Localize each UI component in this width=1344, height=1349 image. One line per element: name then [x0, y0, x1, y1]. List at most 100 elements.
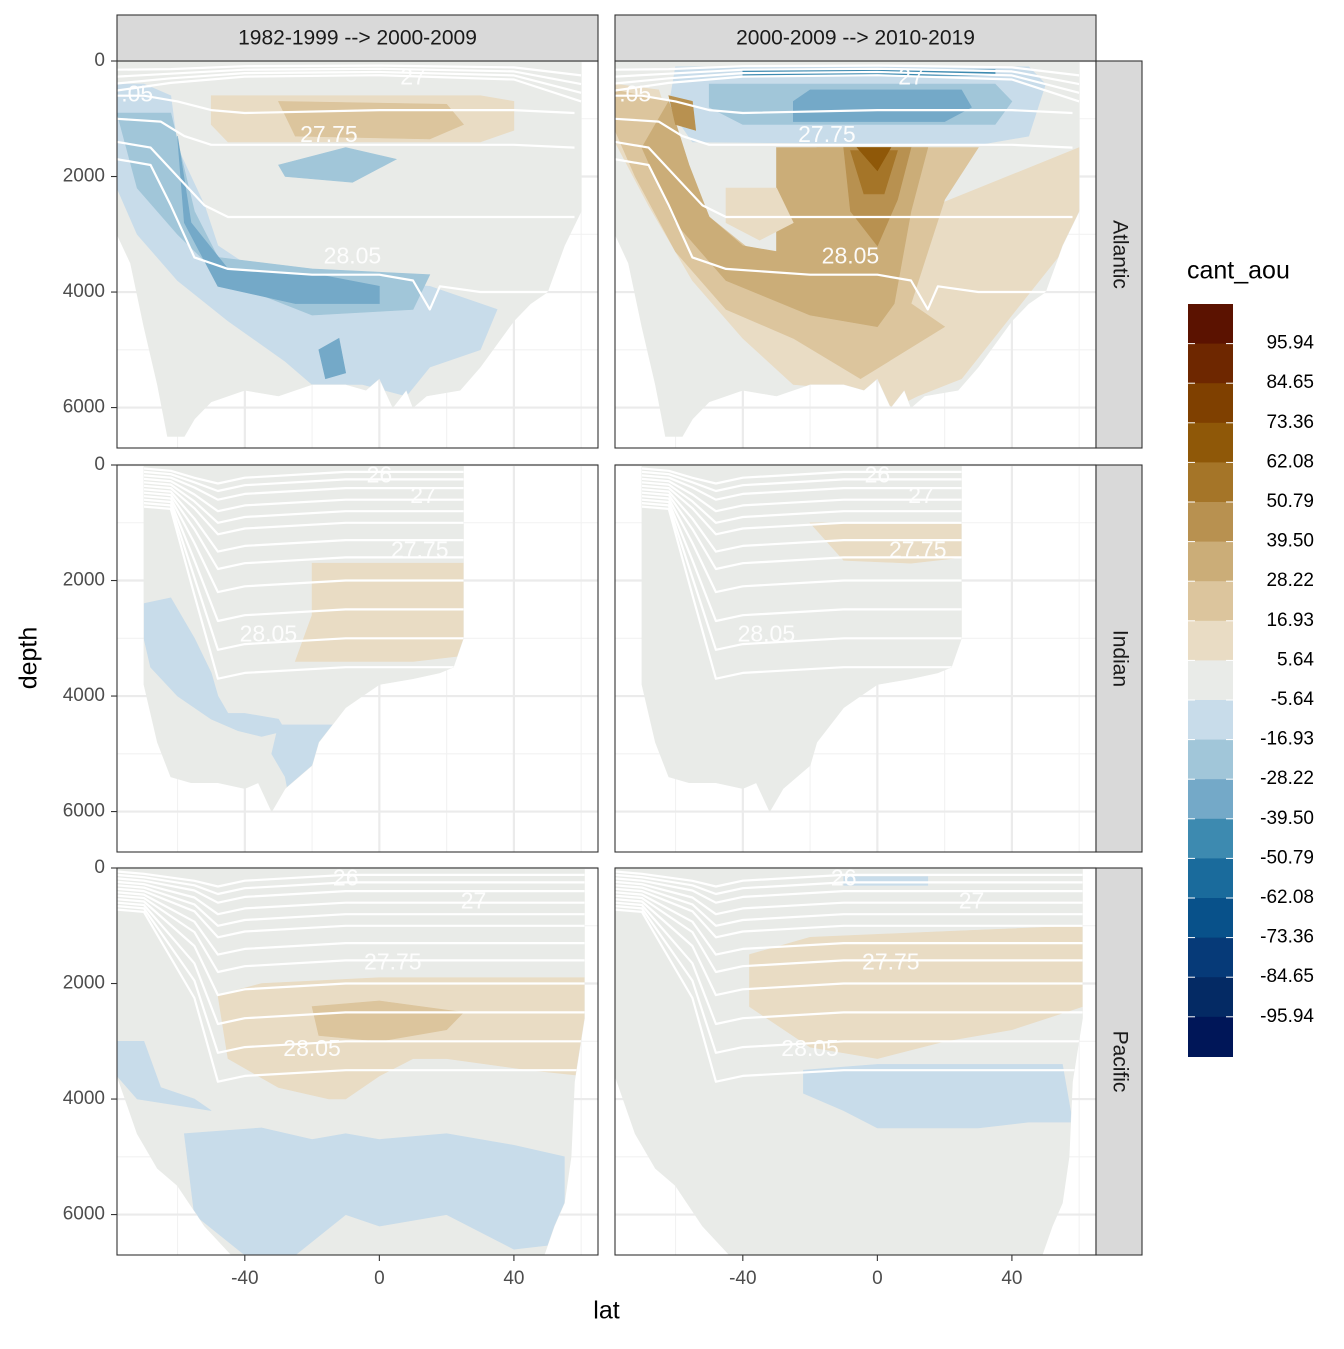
legend-swatch — [1188, 502, 1233, 543]
legend-swatch — [1188, 739, 1233, 780]
isopycnal-line — [117, 894, 585, 974]
isopycnal-line — [117, 117, 575, 149]
legend-swatch — [1188, 937, 1233, 978]
isopycnal-line — [615, 908, 1083, 1083]
strip-box — [116, 14, 599, 62]
panel-data: 26 27 27.75 28.05 — [117, 868, 585, 1255]
isopycnal-line — [143, 505, 464, 680]
col-strip-label: 2000-2009 --> 2010-2019 — [736, 27, 975, 50]
isopycnal-label: 28.05 — [240, 620, 298, 646]
x-tick-label: -40 — [231, 1268, 258, 1289]
legend-break-label: -62.08 — [1260, 887, 1314, 908]
isopycnal-line — [641, 470, 962, 493]
isopycnal-line — [117, 140, 575, 219]
y-tick-label: 6000 — [63, 801, 105, 822]
panel-atlantic-2: 27 27.75 28.05 .05 — [614, 59, 1097, 449]
legend-swatch — [1188, 422, 1233, 463]
isopycnal-line — [615, 870, 1083, 888]
isopycnal-line — [117, 94, 575, 115]
legend-swatch — [1188, 898, 1233, 939]
isopycnal-line — [143, 495, 464, 594]
isopycnal-line — [615, 70, 1080, 94]
y-tick-label: 0 — [94, 50, 105, 71]
legend-break-label: -95.94 — [1260, 1006, 1314, 1027]
strip-box — [614, 14, 1097, 62]
col-strip-label: 1982-1999 --> 2000-2009 — [238, 27, 477, 50]
isopycnal-label: 28.05 — [822, 242, 880, 268]
isopycnal-line — [117, 74, 582, 103]
isopycnal-line — [117, 880, 585, 916]
isopycnal-line — [615, 158, 1080, 311]
anomaly-region — [117, 1041, 212, 1111]
isopycnal-line — [641, 491, 962, 571]
isopycnal-label: 27 — [410, 482, 436, 508]
anomaly-layer — [615, 64, 1080, 408]
isopycnal-line — [615, 64, 1080, 77]
row-strip-label: Atlantic — [1108, 220, 1131, 289]
isopycnal-line — [615, 94, 1073, 115]
isopycnal-line — [117, 884, 585, 927]
panel-indian-1: 26 27 27.75 28.05 — [116, 463, 599, 853]
isopycnal-line — [641, 488, 962, 553]
legend-swatch — [1188, 818, 1233, 859]
isopycnal-line — [615, 117, 1073, 149]
isopycnal-line — [641, 477, 962, 513]
isopycnal-label: 27 — [898, 63, 924, 89]
legend-swatch — [1188, 700, 1233, 741]
isopycnal-line — [143, 502, 464, 651]
x-axis-label: lat — [593, 1297, 619, 1325]
panel-data: 26 27 27.75 28.05 — [615, 865, 1083, 1255]
isopycnal-line — [641, 502, 962, 651]
anomaly-layer — [117, 64, 582, 397]
anomaly-region — [311, 1000, 465, 1042]
strip-box — [1095, 464, 1143, 853]
panel-data: 27 27.75 28.05 .05 — [117, 61, 582, 437]
isopycnal-line — [117, 70, 582, 94]
isopycnal-line — [117, 887, 585, 939]
legend-swatch — [1188, 343, 1233, 384]
isopycnal-line — [117, 901, 585, 1026]
anomaly-region — [856, 147, 892, 172]
strip-box — [1095, 60, 1143, 449]
y-tick-label: 0 — [94, 857, 105, 878]
isopycnal-line — [143, 484, 464, 536]
row-strip-label: Pacific — [1108, 1031, 1131, 1093]
isopycnal-line — [143, 481, 464, 524]
y-tick-label: 2000 — [63, 570, 105, 591]
isopycnal-label: 26 — [831, 865, 857, 891]
row-strip: Indian — [1095, 464, 1143, 853]
isopycnal-line — [615, 880, 1083, 916]
legend-break-label: 73.36 — [1266, 412, 1314, 433]
col-strip: 1982-1999 --> 2000-2009 — [116, 14, 599, 62]
isopycnal-label: 28.05 — [283, 1035, 341, 1061]
isopycnal-label: .05 — [121, 81, 153, 107]
x-tick-label: 0 — [872, 1268, 883, 1289]
legend-swatch — [1188, 779, 1233, 820]
legend-swatch — [1188, 581, 1233, 622]
anomaly-layer — [641, 467, 962, 680]
isopycnal-label: 27 — [400, 63, 426, 89]
isopycnal-line — [117, 898, 585, 997]
legend-break-label: 62.08 — [1266, 451, 1314, 472]
legend-break-label: 5.64 — [1277, 649, 1314, 670]
isopycnal-line — [615, 905, 1083, 1054]
panel-data: 27 27.75 28.05 .05 — [615, 61, 1080, 437]
legend-break-label: -73.36 — [1260, 927, 1314, 948]
anomaly-region — [318, 337, 347, 380]
legend-swatch — [1188, 858, 1233, 899]
anomaly-region — [177, 136, 380, 304]
isopycnal-line — [641, 474, 962, 501]
isopycnal-line — [641, 505, 962, 680]
anomaly-region — [749, 925, 1083, 1059]
isopycnal-line — [143, 491, 464, 571]
y-axis-label: depth — [15, 627, 43, 690]
isopycnal-line — [143, 470, 464, 493]
isopycnal-line — [615, 873, 1083, 896]
isopycnal-line — [117, 870, 585, 888]
isopycnal-line — [615, 67, 1080, 86]
legend-swatch — [1188, 383, 1233, 424]
isopycnal-line — [615, 901, 1083, 1026]
isopycnal-label: 27 — [908, 482, 934, 508]
